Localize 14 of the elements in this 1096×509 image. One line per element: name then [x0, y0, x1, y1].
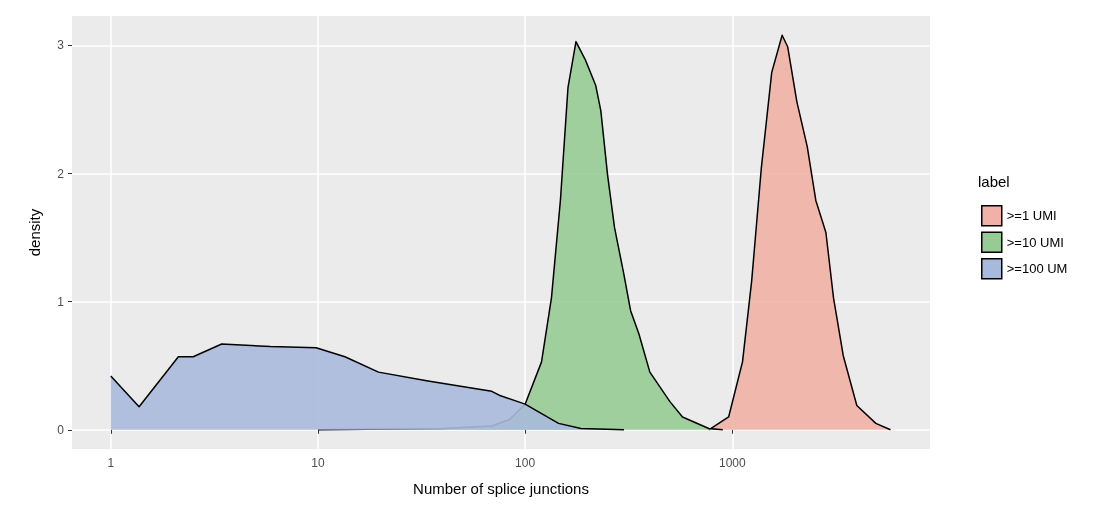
x-tick-label: 10	[311, 456, 325, 470]
x-tick-label: 1	[107, 456, 115, 470]
y-tick-label: 0	[57, 422, 65, 437]
y-tick-label: 2	[57, 166, 65, 181]
x-tick-label: 100	[515, 456, 536, 470]
x-tick-label: 1000	[718, 456, 746, 470]
x-axis-title: Number of splice junctions	[413, 480, 589, 497]
y-axis-title: density	[26, 208, 43, 257]
y-tick-label: 3	[57, 38, 65, 53]
legend-label: >=1 UMI	[1006, 208, 1057, 224]
legend-label: >=10 UMI	[1006, 234, 1064, 250]
y-tick-label: 1	[57, 294, 65, 309]
legend-title: label	[978, 173, 1010, 190]
legend-label: >=100 UM	[1006, 261, 1068, 277]
